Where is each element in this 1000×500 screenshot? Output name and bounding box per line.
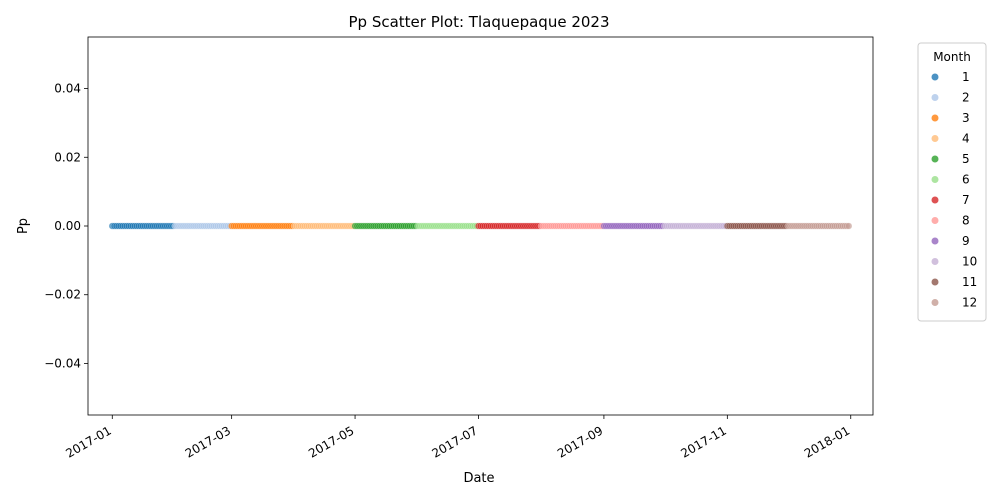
- x-tick-label: 2017-09: [555, 423, 605, 460]
- y-tick-label: 0.04: [54, 82, 81, 96]
- legend-marker: [931, 258, 939, 265]
- x-tick-label: 2017-05: [306, 423, 356, 460]
- legend-marker: [931, 155, 939, 163]
- x-tick-label: 2017-01: [63, 423, 113, 460]
- legend-label: 4: [962, 132, 970, 146]
- legend-marker: [931, 73, 939, 81]
- legend-label: 1: [962, 70, 970, 84]
- legend-label: 8: [962, 214, 970, 228]
- legend-marker: [931, 196, 939, 204]
- data-point: [845, 222, 853, 230]
- y-tick-label: 0.02: [54, 150, 81, 164]
- plot-area: [87, 36, 874, 416]
- legend-label: 2: [962, 91, 970, 105]
- legend-marker: [931, 135, 939, 142]
- y-tick-label: 0.00: [54, 219, 81, 233]
- legend-marker: [931, 278, 939, 286]
- legend-label: 10: [962, 255, 977, 269]
- legend-marker: [931, 94, 939, 101]
- legend-marker: [931, 237, 939, 245]
- legend-label: 6: [962, 173, 970, 187]
- legend-marker: [931, 217, 939, 224]
- x-axis-label: Date: [463, 471, 494, 486]
- legend-label: 12: [962, 296, 977, 310]
- data-points: [108, 222, 853, 230]
- legend-frame: [917, 42, 987, 322]
- legend-label: 7: [962, 193, 970, 207]
- legend-label: 3: [962, 111, 970, 125]
- chart-title: Pp Scatter Plot: Tlaquepaque 2023: [348, 13, 609, 31]
- x-tick-label: 2017-11: [678, 423, 728, 460]
- y-tick-label: −0.02: [44, 288, 81, 302]
- y-axis-label: Pp: [16, 218, 31, 234]
- x-axis: 2017-01 2017-03 2017-05 2017-07 2017-09 2017-…: [63, 415, 852, 461]
- legend-title: Month: [933, 50, 971, 64]
- legend-label: 11: [962, 275, 977, 289]
- y-tick-label: −0.04: [44, 356, 81, 370]
- y-axis: −0.04 −0.02 0.00 0.02 0.04: [44, 82, 88, 370]
- legend-marker: [931, 114, 939, 122]
- legend-marker: [931, 176, 939, 183]
- legend-label: 9: [962, 234, 970, 248]
- x-tick-label: 2017-03: [183, 423, 233, 460]
- x-tick-label: 2018-01: [802, 423, 852, 460]
- x-tick-label: 2017-07: [430, 423, 480, 460]
- legend-label: 5: [962, 152, 970, 166]
- legend-marker: [931, 299, 939, 306]
